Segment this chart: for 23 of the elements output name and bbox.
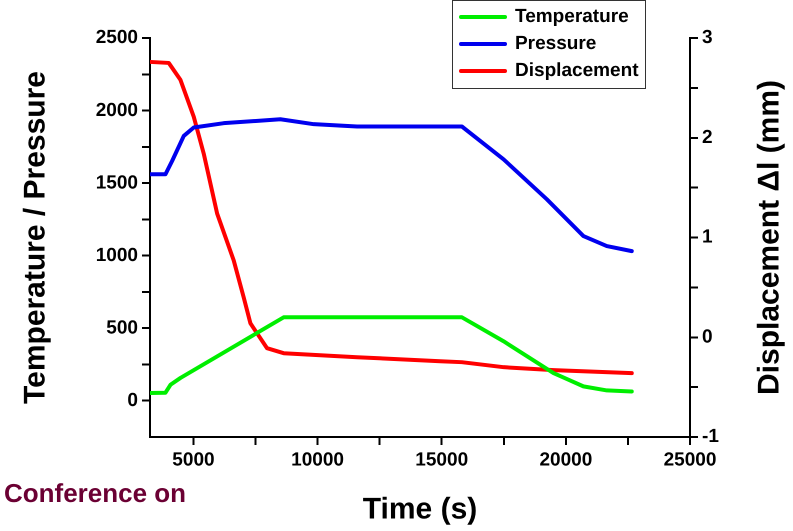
- y-tick-label: 1000: [96, 244, 138, 266]
- x-tick-label: 10000: [291, 450, 344, 471]
- x-tick-label: 5000: [172, 450, 215, 471]
- y2-tick-label: 3: [702, 27, 713, 48]
- y-tick-label: 500: [106, 317, 138, 338]
- y2-tick-label: 2: [702, 126, 713, 148]
- x-tick-label: 15000: [415, 450, 468, 471]
- legend-label: Temperature: [515, 5, 629, 29]
- legend-label: Pressure: [515, 32, 596, 56]
- y2-tick-label: 0: [702, 326, 713, 348]
- legend-label: Displacement: [515, 59, 639, 83]
- x-tick-label: 20000: [539, 450, 592, 471]
- y-axis-title: Temperature / Pressure: [18, 71, 52, 404]
- x-tick-label: 25000: [664, 450, 716, 471]
- y2-axis-title: Displacement Δl (mm): [752, 80, 786, 395]
- y-tick-label: 1500: [96, 172, 138, 194]
- y2-tick-label: -1: [702, 426, 720, 448]
- y-tick-label: 2000: [96, 100, 138, 121]
- y-tick-label: 0: [127, 390, 138, 411]
- x-axis-title: Time (s): [362, 492, 478, 526]
- y-tick-label: 2500: [96, 27, 138, 48]
- text: Conference on: [4, 478, 186, 509]
- y2-tick-label: 1: [702, 226, 713, 248]
